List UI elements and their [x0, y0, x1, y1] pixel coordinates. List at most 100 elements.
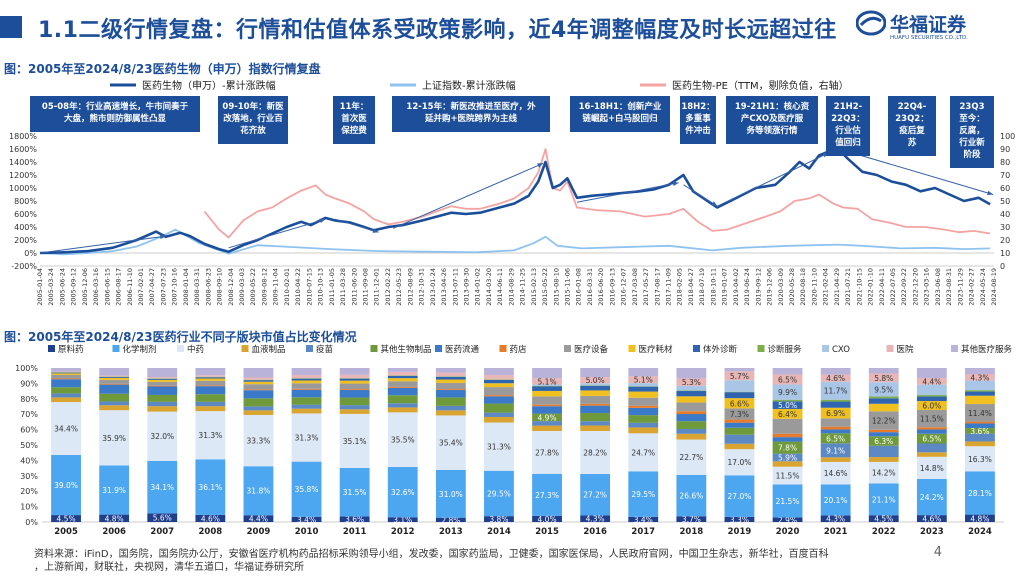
bar-segment-中药: [724, 449, 755, 476]
bar-segment-原料药: [243, 515, 274, 522]
bar-segment-医疗耗材: [820, 407, 851, 419]
x-tick-label: 2011-09-08: [361, 268, 369, 306]
trend-arrow-5: [576, 182, 679, 203]
x-tick-label: 2011-12-01: [373, 268, 381, 306]
bar-segment-化学制剂: [51, 455, 81, 516]
data-label: 9.5%: [874, 385, 893, 394]
x-tick-label: 2015-05-22: [541, 268, 549, 306]
data-label: 5.0%: [778, 401, 797, 410]
bar-segment-医疗耗材: [339, 380, 370, 384]
legend-label-体外诊断: 体外诊断: [703, 344, 738, 355]
bar-segment-医疗耗材: [435, 379, 466, 383]
bar-segment-其他医疗服务: [339, 368, 370, 375]
trend-arrowhead-6: [711, 201, 718, 207]
legend-swatch-血液制品: [241, 345, 249, 352]
bar-segment-医疗设备: [820, 418, 851, 427]
bar-segment-药店: [676, 411, 707, 415]
data-label: 31.9%: [102, 486, 126, 495]
legend-swatch-医药流通: [435, 345, 442, 352]
bar-segment-化学制剂: [724, 475, 755, 517]
bar-segment-医疗耗材: [243, 381, 274, 385]
data-label: 6.5%: [826, 434, 845, 443]
data-label: 16.3%: [968, 455, 992, 464]
bar-segment-医疗耗材: [676, 396, 707, 403]
bar-segment-血液制品: [628, 427, 659, 434]
bar-segment-血液制品: [147, 406, 178, 412]
bar-segment-原料药: [291, 516, 322, 522]
bar-segment-医疗设备: [243, 384, 274, 390]
bar-segment-其他生物制品: [243, 398, 274, 407]
x-tick-label: 2011: [343, 527, 367, 537]
bar-segment-CXO: [916, 384, 947, 396]
data-label: 22.7%: [679, 453, 703, 462]
bar-segment-体外诊断: [99, 377, 130, 379]
x-tick-label: 2021-04-29: [833, 268, 841, 306]
bar-segment-原料药: [580, 515, 611, 522]
y-tick-label: 20%: [20, 487, 38, 496]
data-label: 3.6%: [970, 427, 989, 436]
x-tick-label: 2014-08-29: [507, 268, 515, 306]
annotation-text-1: 05-08年：行业高速增长，牛市间奏于: [42, 101, 189, 112]
bar-segment-其他生物制品: [147, 394, 178, 402]
data-label: 35.5%: [391, 436, 415, 445]
data-label: 4.4%: [249, 515, 268, 524]
bar-segment-药店: [243, 389, 274, 391]
bar-segment-药店: [868, 429, 899, 433]
bar-segment-体外诊断: [916, 396, 947, 402]
logo-name-cn: 华福证券: [890, 14, 967, 36]
bar-segment-其他医疗服务: [291, 368, 322, 376]
chart1-title: 图：2005年至2024/8/23医药生物（申万）指数行情复盘: [4, 62, 321, 76]
bar-segment-原料药: [387, 517, 418, 522]
bar-segment-血液制品: [965, 441, 995, 447]
legend-swatch-其他生物制品: [370, 345, 378, 352]
data-label: 5.7%: [730, 372, 749, 381]
bar-segment-其他生物制品: [772, 441, 803, 454]
bar-segment-医疗设备: [484, 387, 514, 396]
x-tick-label: 2020-03-09: [777, 268, 785, 306]
data-label: 35.1%: [343, 437, 367, 446]
annotation-text-10: 阶段: [963, 149, 981, 160]
annotation-text-4: 12-15年：新医改推进至医疗，外: [406, 101, 536, 112]
y-left-tick: 800%: [14, 197, 37, 206]
bar-segment-其他医疗服务: [868, 368, 899, 374]
bar-segment-药店: [387, 386, 418, 388]
legend-swatch-医疗耗材: [628, 345, 636, 352]
legend-swatch-医疗设备: [564, 345, 571, 352]
x-tick-label: 2017-11-09: [665, 268, 673, 306]
bar-segment-其他生物制品: [916, 433, 947, 444]
bar-segment-化学制剂: [580, 473, 611, 516]
bar-segment-血液制品: [387, 407, 418, 413]
x-tick-label: 2010-04-22: [294, 268, 302, 306]
trend-arrow-8: [847, 151, 994, 195]
x-tick-label: 2024: [968, 527, 992, 537]
x-tick-label: 2010: [295, 527, 319, 537]
bar-segment-血液制品: [868, 457, 899, 462]
trend-arrowhead-8: [987, 190, 994, 196]
x-tick-label: 2017: [631, 527, 655, 537]
data-label: 4.6%: [922, 515, 941, 524]
data-label: 6.5%: [778, 375, 797, 384]
bar-segment-其他生物制品: [676, 421, 707, 429]
trend-arrow-3: [334, 218, 379, 233]
data-label: 4.8%: [970, 514, 989, 523]
y-tick-label: 90%: [20, 379, 38, 388]
annotation-box-9: [888, 96, 936, 156]
bar-segment-化学制剂: [628, 471, 659, 517]
bar-segment-血液制品: [243, 410, 274, 415]
bar-segment-化学制剂: [387, 467, 418, 518]
bar-segment-其他生物制品: [339, 397, 370, 406]
bar-segment-疫苗: [484, 412, 514, 417]
bar-segment-其他医疗服务: [580, 368, 611, 378]
trend-arrow-2: [228, 218, 326, 249]
bar-segment-体外诊断: [965, 391, 995, 396]
data-label: 21.1%: [872, 495, 896, 504]
trend-arrow-6: [683, 184, 718, 207]
bar-segment-医药流通: [435, 390, 466, 398]
annotation-text-2: 花齐放: [240, 125, 266, 136]
y-tick-label: 30%: [20, 472, 38, 481]
annotation-text-1: 大盘，熊市则防御属性凸显: [64, 113, 167, 124]
bar-segment-原料药: [339, 516, 370, 522]
bar-segment-医院: [195, 375, 226, 377]
source-line-2: ，上游新闻，财联社，央视网，清华五道口，华福证券研究所: [34, 562, 304, 573]
company-logo: 华福证券 HUAFU SECURITIES CO.,LTD.: [856, 8, 1006, 48]
